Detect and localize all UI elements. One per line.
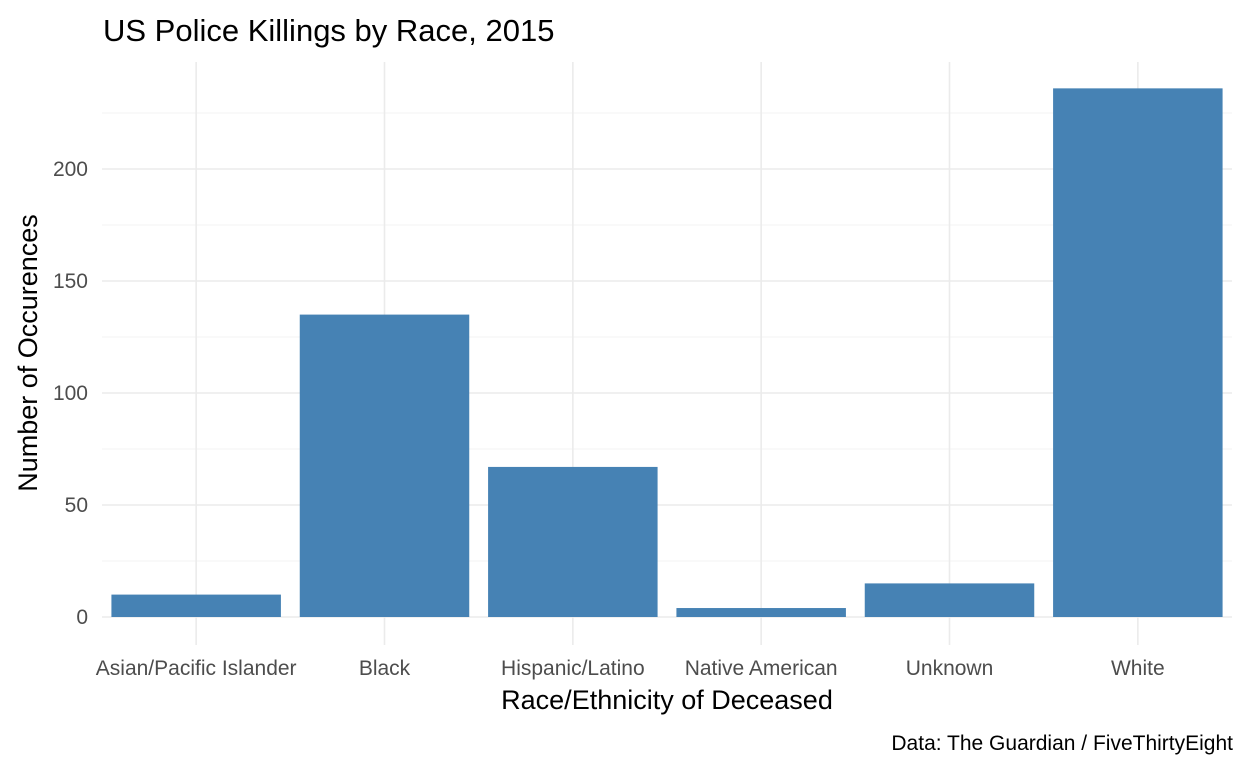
x-tick-label: Unknown bbox=[906, 657, 994, 680]
x-axis-ticks: Asian/Pacific Islander Black Hispanic/Lati… bbox=[96, 657, 1165, 680]
x-tick-label: Asian/Pacific Islander bbox=[96, 657, 297, 680]
bars bbox=[111, 88, 1223, 618]
bar bbox=[488, 466, 658, 617]
bar bbox=[676, 608, 846, 617]
y-tick-label: 150 bbox=[53, 270, 88, 293]
bar bbox=[299, 314, 470, 617]
x-tick-label: White bbox=[1111, 657, 1165, 680]
x-tick-label: Native American bbox=[685, 657, 838, 680]
chart-title: US Police Killings by Race, 2015 bbox=[103, 13, 554, 48]
y-axis-title: Number of Occurences bbox=[13, 214, 43, 492]
x-axis-title: Race/Ethnicity of Deceased bbox=[501, 685, 833, 715]
y-tick-label: 0 bbox=[76, 606, 88, 629]
x-tick-label: Hispanic/Latino bbox=[501, 657, 645, 680]
chart-caption: Data: The Guardian / FiveThirtyEight bbox=[891, 732, 1233, 755]
y-tick-label: 50 bbox=[65, 494, 88, 517]
y-axis-ticks: 0 50 100 150 200 bbox=[53, 158, 88, 629]
bar bbox=[111, 594, 281, 617]
y-tick-label: 200 bbox=[53, 158, 88, 181]
y-tick-label: 100 bbox=[53, 382, 88, 405]
x-tick-label: Black bbox=[359, 657, 411, 680]
bar bbox=[864, 583, 1035, 617]
bar bbox=[1053, 88, 1223, 618]
